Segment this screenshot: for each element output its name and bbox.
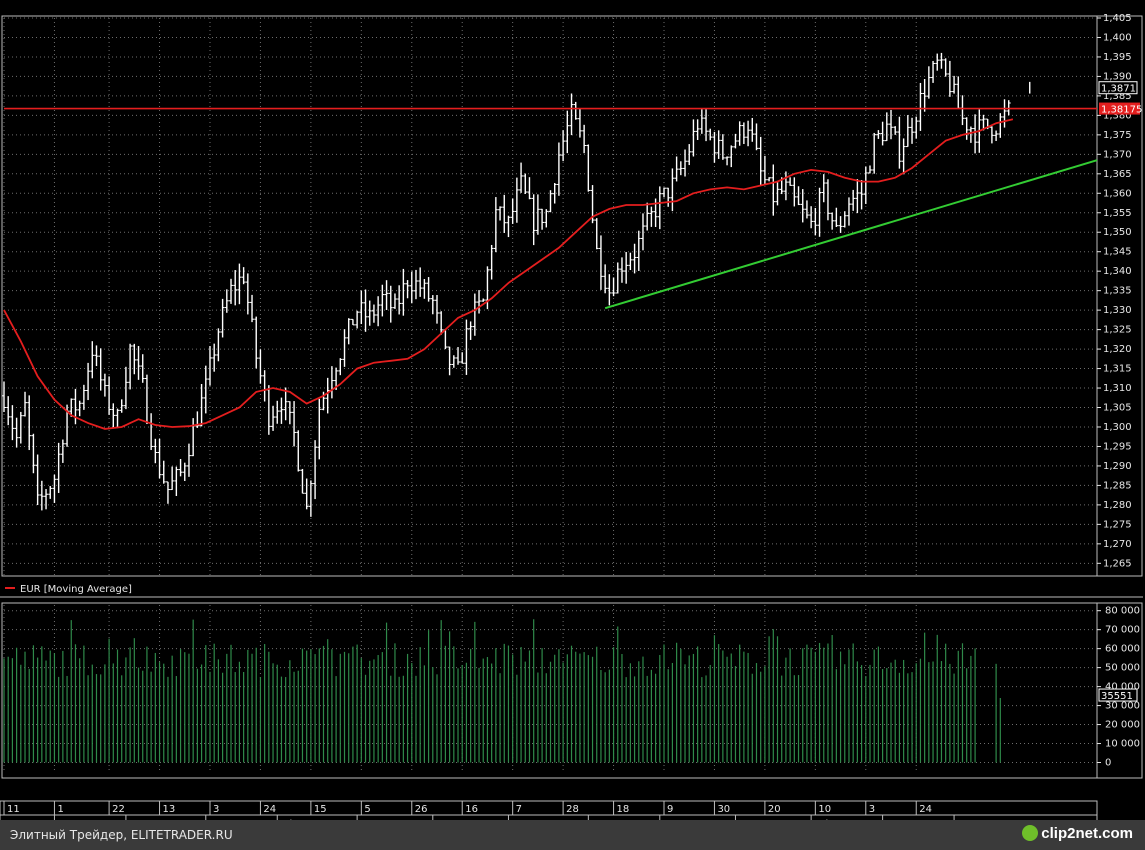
volume-tick-label: 10 000 [1105,739,1140,750]
day-label: 10 [818,804,831,815]
price-tick-label: 1,380 [1103,110,1132,121]
volume-bars [3,619,1001,763]
price-tick-label: 1,265 [1103,558,1132,569]
price-tick-label: 1,365 [1103,169,1132,180]
price-tick-label: 1,270 [1103,539,1132,550]
price-tick-label: 1,335 [1103,286,1132,297]
price-tick-label: 1,280 [1103,500,1132,511]
day-label: 18 [617,804,630,815]
day-label: 30 [717,804,730,815]
clip2net-logo: clip2net.com [1022,825,1133,842]
price-tick-label: 1,405 [1103,13,1132,24]
price-tick-label: 1,385 [1103,91,1132,102]
price-tick-label: 1,295 [1103,441,1132,452]
price-bars [2,52,1031,517]
price-tick-label: 1,275 [1103,519,1132,530]
resistance-label-box [1099,102,1140,115]
price-tick-label: 1,400 [1103,32,1132,43]
volume-panel[interactable]: 80 000 70 000 60 000 50 000 40 000 30 000 20 0… [1,602,1143,779]
day-label: 1 [57,804,63,815]
volume-panel-frame [1,602,1143,779]
day-label: 5 [364,804,370,815]
volume-tick-label: 80 000 [1105,606,1140,617]
volume-tick-label: 70 000 [1105,625,1140,636]
price-tick-label: 1,315 [1103,364,1132,375]
day-label: 11 [7,804,20,815]
price-tick-label: 1,305 [1103,403,1132,414]
current-volume-box [1098,688,1138,702]
price-panel[interactable]: 1,405 1,400 1,395 1,390 1,385 1,380 1,375 1,370… [0,13,1143,598]
current-price-label: 1,3871 [1101,84,1136,95]
current-price-box [1098,81,1138,95]
day-label: 7 [516,804,522,815]
price-tick-label: 1,355 [1103,208,1132,219]
price-tick-label: 1,285 [1103,480,1132,491]
price-tick-label: 1,395 [1103,52,1132,63]
volume-tick-label: 20 000 [1105,720,1140,731]
day-label: 22 [112,804,125,815]
day-label: 3 [869,804,875,815]
price-tick-label: 1,320 [1103,344,1132,355]
volume-tick-label: 40 000 [1105,682,1140,693]
footer-caption: Элитный Трейдер, ELITETRADER.RU [10,828,233,842]
price-tick-label: 1,345 [1103,247,1132,258]
price-tick-label: 1,390 [1103,71,1132,82]
moving-average-line [3,118,1014,430]
day-label: 15 [314,804,327,815]
price-tick-label: 1,290 [1103,461,1132,472]
series-legend: EUR [Moving Average] [20,584,132,595]
footer-bar: Элитный Трейдер, ELITETRADER.RU clip2net… [0,820,1145,850]
day-label: 16 [465,804,478,815]
price-tick-label: 1,325 [1103,325,1132,336]
day-label: 9 [667,804,673,815]
clip2net-logo-icon [1022,825,1039,841]
price-tick-label: 1,350 [1103,227,1132,238]
price-tick-label: 1,340 [1103,266,1132,277]
price-panel-frame [1,15,1143,577]
day-label: 26 [415,804,428,815]
current-volume-label: 35551 [1101,691,1133,702]
price-tick-label: 1,330 [1103,305,1132,316]
support-trendline [604,159,1098,310]
price-tick-label: 1,375 [1103,130,1132,141]
day-label: 20 [768,804,781,815]
volume-tick-label: 30 000 [1105,701,1140,712]
day-label: 3 [213,804,219,815]
volume-tick-label: 60 000 [1105,644,1140,655]
resistance-label: 1,38175 [1101,105,1142,116]
volume-tick-label: 50 000 [1105,663,1140,674]
day-label: 13 [163,804,176,815]
price-tick-label: 1,360 [1103,188,1132,199]
price-tick-label: 1,310 [1103,383,1132,394]
day-label: 24 [263,804,276,815]
day-label: 28 [566,804,579,815]
day-label: 24 [919,804,932,815]
clip2net-logo-text: clip2net.com [1041,825,1133,842]
volume-tick-label: 0 [1105,758,1111,769]
price-tick-label: 1,300 [1103,422,1132,433]
price-tick-label: 1,370 [1103,149,1132,160]
